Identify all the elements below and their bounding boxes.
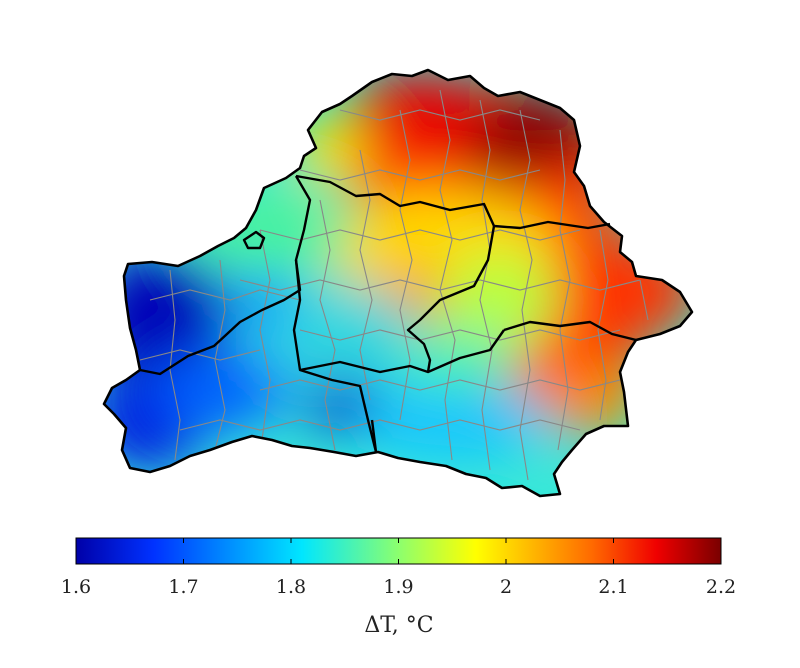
colorbar-tick-label: 1.7 — [168, 576, 198, 598]
colorbar-label: ΔT, °C — [364, 613, 433, 638]
district-boundaries — [139, 89, 649, 481]
colorbar-tick-label: 1.9 — [383, 576, 413, 598]
temperature-field — [104, 70, 692, 496]
region-boundaries — [139, 174, 637, 453]
colorbar-tick-label: 1.6 — [61, 576, 91, 598]
colorbar-tick-label: 2.1 — [598, 576, 628, 598]
colorbar-tick-label: 2 — [500, 576, 512, 598]
colorbar: 1.6 1.7 1.8 1.9 2 2.1 2.2 ΔT, °C — [61, 537, 736, 638]
colorbar-ticks: 1.6 1.7 1.8 1.9 2 2.1 2.2 — [61, 538, 736, 598]
colorbar-tick-label: 2.2 — [706, 576, 736, 598]
colorbar-tick-label: 1.8 — [276, 576, 306, 598]
